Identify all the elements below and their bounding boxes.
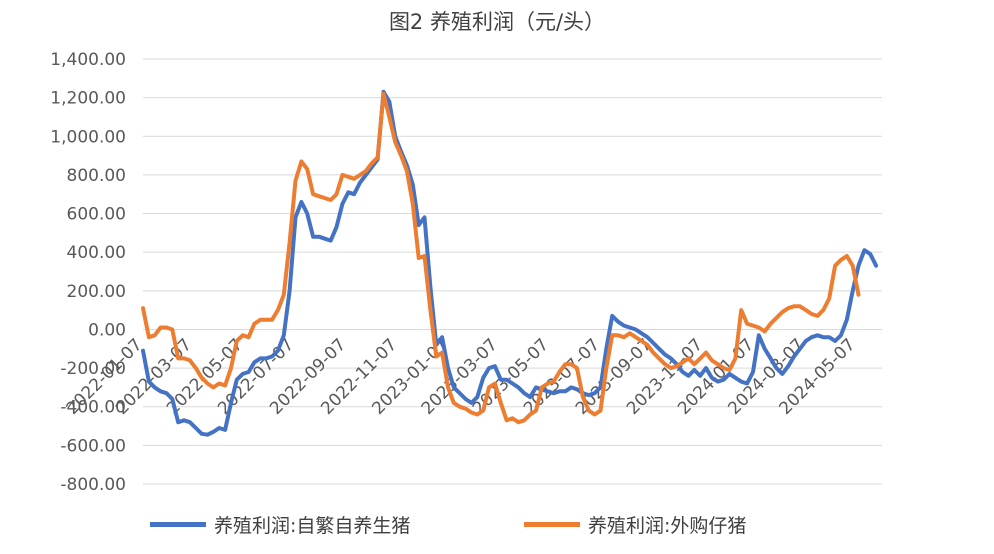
legend-item-1: 养殖利润:自繁自养生猪 bbox=[150, 511, 410, 538]
y-tick-label: -400.00 bbox=[60, 398, 126, 418]
y-tick-label: -800.00 bbox=[60, 475, 126, 495]
series-layer bbox=[141, 89, 879, 437]
y-tick-label: 600.00 bbox=[67, 205, 126, 225]
grid-layer bbox=[143, 58, 882, 485]
y-tick-label: 200.00 bbox=[67, 282, 126, 302]
y-tick-label: 1,000.00 bbox=[50, 127, 126, 147]
y-tick-label: 1,200.00 bbox=[50, 89, 126, 109]
y-tick-labels: 1,400.00 1,200.00 1,000.00 800.00 600.00 400.… bbox=[50, 50, 126, 495]
y-tick-label: 800.00 bbox=[67, 166, 126, 186]
y-tick-label: -200.00 bbox=[60, 359, 126, 379]
y-tick-label: 1,400.00 bbox=[50, 50, 126, 70]
series-line-2 bbox=[141, 91, 861, 425]
y-tick-label: 400.00 bbox=[67, 243, 126, 263]
legend-swatch-1 bbox=[150, 522, 206, 527]
legend-label-1: 养殖利润:自繁自养生猪 bbox=[214, 515, 411, 537]
chart-title: 图2 养殖利润（元/头） bbox=[388, 10, 606, 34]
y-tick-label: -600.00 bbox=[60, 436, 126, 456]
y-tick-label: 0.00 bbox=[88, 320, 126, 340]
legend-swatch-2 bbox=[524, 522, 580, 527]
legend-item-2: 养殖利润:外购仔猪 bbox=[524, 511, 746, 538]
legend-label-2: 养殖利润:外购仔猪 bbox=[588, 515, 747, 537]
series-line-1 bbox=[141, 89, 879, 437]
